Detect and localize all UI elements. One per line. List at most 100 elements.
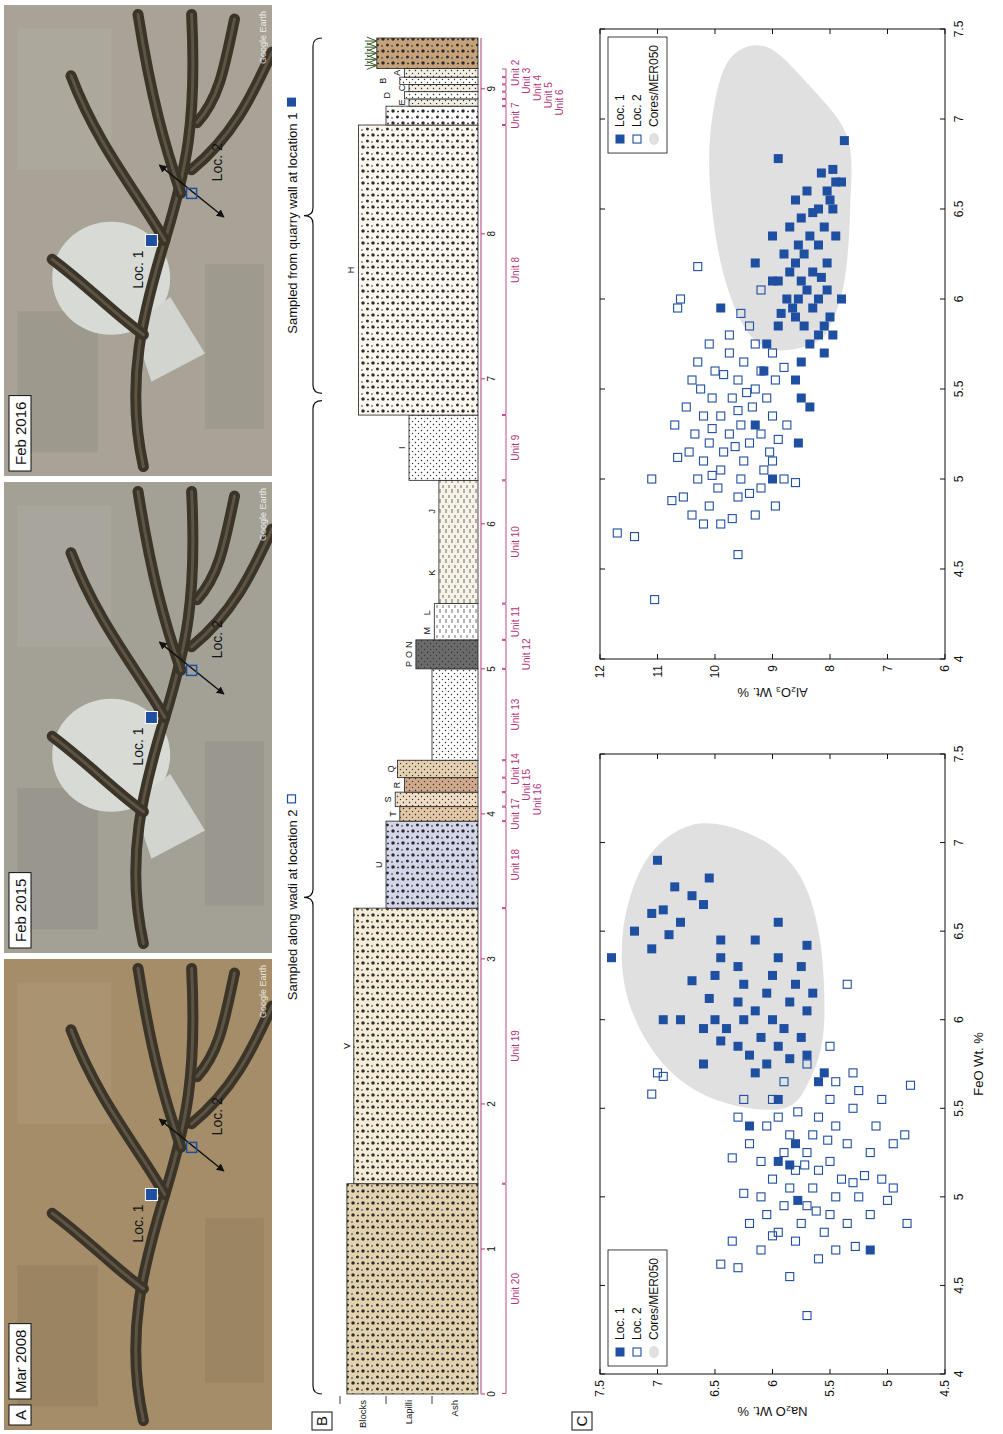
point [786,1131,794,1139]
panel-label-box [572,1412,592,1430]
unit-bracket [502,481,506,603]
point [648,475,656,483]
point [826,313,835,322]
point [769,412,777,420]
point [734,407,742,415]
point [783,421,791,429]
point [780,1149,788,1157]
point [808,208,817,217]
point [700,520,708,528]
point [777,309,786,318]
point [745,1051,754,1060]
point [725,331,733,339]
photo-field [17,983,111,1124]
y-tick-label: 6 [938,665,952,672]
point [737,421,745,429]
unit-label: Unit 14 [510,753,521,785]
gully [138,968,181,1147]
point [751,1006,760,1015]
y-axis-title: Na₂O Wt. % [737,1404,807,1419]
point [728,515,736,523]
layer-letter: N [404,641,414,648]
point [797,1219,805,1227]
point [791,980,800,989]
unit-label: Unit 20 [510,1273,521,1305]
point [791,376,800,385]
point [631,533,639,541]
point [826,1095,834,1103]
layer-texture [434,604,478,640]
layer-letter: M [422,627,432,635]
loc1-marker [145,712,157,724]
point [780,475,788,483]
gully [197,973,235,1077]
point [688,891,697,900]
height-tick [481,958,485,959]
x-tick [600,119,605,120]
point [782,295,791,304]
x-tick [940,389,945,390]
gully [138,491,181,670]
layer-texture [404,92,478,99]
x-tick [940,842,945,843]
y-tick [600,1369,601,1374]
point [803,1060,811,1068]
point [780,363,788,371]
point [677,295,685,303]
point [751,340,759,348]
grain-separator [432,1396,433,1404]
height-tick-label: 1 [486,1246,497,1252]
vegetation [365,43,377,51]
point [824,1136,832,1144]
attribution: Google Earth [258,488,268,541]
point [814,331,823,340]
point [812,1207,820,1215]
x-tick [940,1196,945,1197]
unit-bracket [502,822,506,908]
x-tick-label: 5.5 [952,380,966,397]
loc-label: Loc. 2 [209,620,225,658]
unit-label: Unit 15 [521,769,532,801]
point [814,295,823,304]
height-tick-label: 9 [486,86,497,92]
point [746,322,754,330]
point [762,340,771,349]
point [746,489,754,497]
point [828,205,837,214]
layer-texture [416,640,478,669]
point [803,1149,811,1157]
point [737,475,745,483]
height-tick [481,1248,485,1249]
point [691,430,699,438]
point [740,457,748,465]
point [705,994,714,1003]
layer-letter: D [382,92,392,99]
point [797,394,806,403]
x-tick-label: 4.5 [952,560,966,577]
layer-texture [358,125,478,415]
legend-swatch [649,133,659,145]
point [792,479,800,487]
x-tick-label: 6 [952,295,966,302]
height-tick [481,1103,485,1104]
point [751,259,760,268]
point [774,918,783,927]
log-layer [409,415,478,480]
point [711,367,719,375]
legend-label: Cores/MER050 [647,45,661,127]
y-tick [945,29,946,34]
figure: Loc. 1Loc. 2Google EarthAMar 2008Loc. 1L… [0,0,1003,1434]
grain-label: Ash [449,1400,460,1416]
unit-label: Unit 12 [521,638,532,670]
point [797,962,806,971]
point [769,1175,777,1183]
y-tick [657,654,658,659]
panel-label-box [9,1405,31,1425]
point [728,1237,736,1245]
loc-label: Loc. 2 [209,1097,225,1135]
point [774,1042,783,1051]
point [851,1242,859,1250]
x-tick [600,29,605,30]
y-tick-label: 7.5 [593,1380,607,1397]
photo-field [205,741,264,906]
